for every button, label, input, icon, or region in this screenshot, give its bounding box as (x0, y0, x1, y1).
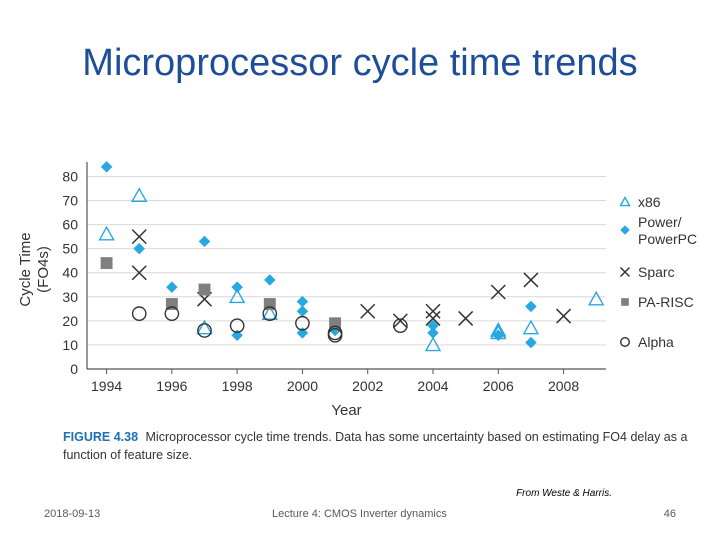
y-tick-label: 80 (62, 168, 78, 184)
data-point-pa-risc (329, 317, 342, 330)
source-credit: From Weste & Harris. (516, 488, 612, 499)
data-point-alpha (164, 306, 180, 321)
chart-figure: 0 10 20 30 40 50 60 70 80 1994 1996 1998 2000 2002 200… (10, 150, 710, 418)
figure-label: FIGURE 4.38 (63, 430, 139, 444)
data-point-power-powerpc (427, 327, 439, 339)
y-tick-label: 40 (62, 265, 78, 281)
data-point-x86 (228, 288, 246, 304)
data-point-power-powerpc (263, 274, 276, 286)
page-number: 46 (663, 508, 676, 520)
y-tick-label: 20 (62, 313, 78, 329)
data-point-sparc (392, 313, 408, 329)
data-point-pa-risc (198, 283, 211, 296)
slide-title: Microprocessor cycle time trends (82, 42, 638, 84)
data-point-power-powerpc (525, 300, 537, 313)
data-point-power-powerpc (296, 305, 309, 318)
data-point-x86 (196, 319, 213, 335)
legend-label-pa-risc: PA-RISC (638, 294, 694, 310)
x-tick-label: 2002 (352, 378, 383, 394)
legend-marker-pa-risc (621, 298, 629, 306)
data-point-power-powerpc (133, 242, 146, 255)
data-point-alpha (295, 315, 310, 331)
data-point-sparc (425, 303, 441, 319)
y-tick-label: 10 (62, 337, 78, 353)
data-point-alpha (131, 306, 147, 321)
y-tick-label: 70 (62, 193, 78, 209)
x-tick-label: 1996 (156, 378, 187, 394)
y-axis-title: Cycle Time (17, 232, 34, 306)
legend-marker-power-powerpc (620, 225, 630, 235)
data-point-pa-risc (263, 298, 276, 310)
legend-label-sparc: Sparc (638, 264, 675, 280)
x-tick-label: 2008 (548, 378, 579, 394)
data-point-alpha (262, 306, 278, 321)
legend-label-power-powerpc: Power/ (638, 214, 682, 230)
legend-marker-alpha (620, 337, 630, 347)
data-point-sparc (458, 310, 474, 326)
data-point-x86 (131, 187, 148, 202)
data-point-power-powerpc (231, 329, 244, 342)
data-point-power-powerpc (100, 160, 113, 173)
y-axis-title-units: (FO4s) (35, 246, 52, 293)
legend-label-alpha: Alpha (638, 334, 674, 350)
legend-marker-x86 (619, 196, 631, 207)
x-tick-label: 1998 (222, 378, 253, 394)
data-point-power-powerpc (525, 336, 537, 349)
figure-caption: FIGURE 4.38 Microprocessor cycle time tr… (63, 428, 703, 464)
data-point-alpha (393, 318, 408, 334)
data-point-power-powerpc (166, 281, 178, 294)
data-point-power-powerpc (296, 327, 309, 339)
x-tick-label: 2006 (483, 378, 514, 394)
data-point-x86 (522, 319, 540, 335)
x-axis-title: Year (331, 402, 361, 418)
x-tick-label: 1994 (91, 378, 122, 394)
legend-label-power-powerpc: PowerPC (638, 231, 697, 247)
data-point-alpha (327, 327, 343, 343)
x-tick-label: 2000 (287, 378, 318, 394)
footer-date: 2018-09-13 (44, 508, 101, 520)
scatter-chart: 0 10 20 30 40 50 60 70 80 1994 1996 1998 2000 2002 200… (17, 160, 697, 418)
x-tick-label: 2004 (417, 378, 448, 394)
y-tick-label: 30 (62, 289, 78, 305)
data-point-sparc (523, 272, 539, 288)
legend-label-x86: x86 (638, 194, 661, 210)
data-point-sparc (131, 229, 147, 245)
data-point-power-powerpc (198, 235, 211, 248)
y-tick-label: 50 (62, 241, 78, 257)
data-point-pa-risc (100, 257, 113, 270)
data-point-x86 (98, 225, 115, 241)
data-point-x86 (588, 290, 605, 306)
data-point-pa-risc (165, 298, 178, 310)
data-point-alpha (229, 318, 245, 334)
y-tick-label: 0 (70, 361, 78, 377)
data-point-alpha (197, 323, 212, 338)
y-tick-label: 60 (62, 217, 78, 233)
data-point-sparc (360, 303, 376, 319)
legend-marker-sparc (619, 266, 631, 278)
data-point-x86 (261, 305, 278, 320)
footer-lecture: Lecture 4: CMOS Inverter dynamics (272, 508, 447, 520)
data-point-power-powerpc (492, 329, 505, 342)
figure-caption-text: Microprocessor cycle time trends. Data h… (63, 430, 688, 462)
data-point-sparc (490, 284, 506, 300)
data-point-x86 (424, 336, 442, 352)
data-point-sparc (556, 308, 572, 324)
data-point-power-powerpc (231, 281, 244, 294)
data-point-sparc (131, 265, 147, 281)
data-point-sparc (425, 310, 441, 326)
